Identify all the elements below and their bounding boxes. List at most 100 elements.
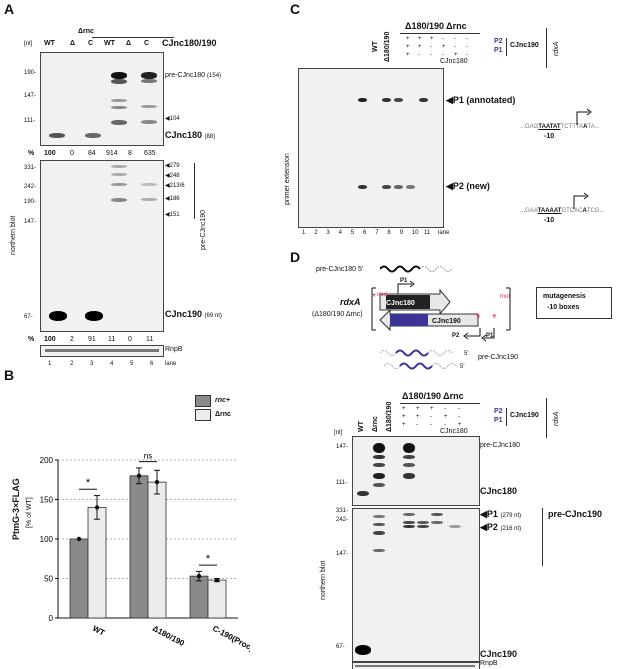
- panel-b-label: B: [4, 367, 15, 383]
- sign-cell: +: [402, 422, 406, 428]
- sign-cell: +: [454, 52, 458, 58]
- p1-annotated-label: ◀P1 (annotated): [446, 95, 516, 105]
- pre-cjnc190-schematic: pre-CJnc190: [478, 354, 519, 361]
- lane-number: 11: [424, 230, 431, 236]
- lane-number: 2: [70, 361, 74, 367]
- size-marker: 190-: [24, 199, 37, 205]
- sign-cell: -: [458, 414, 460, 420]
- lane-number: 2: [314, 230, 318, 236]
- size-marker: 242-: [24, 184, 37, 190]
- p2-header: P2: [494, 38, 503, 45]
- percent-label: %: [28, 150, 35, 157]
- lane-label: C: [88, 40, 94, 47]
- lane-number: 5: [130, 361, 134, 367]
- sign-cell: -: [466, 44, 468, 50]
- tss-arrow-icon: [576, 108, 592, 125]
- mut-label: mut: [377, 292, 388, 298]
- percent-value: 914: [106, 150, 118, 157]
- size-marker: 67-: [24, 314, 33, 320]
- cjnc180-header: CJnc180: [440, 428, 468, 435]
- percent-label: %: [28, 336, 35, 343]
- cjnc180-label: CJnc180: [480, 486, 518, 496]
- y-axis-label: northern blot: [320, 560, 327, 600]
- percent-value: 635: [144, 150, 156, 157]
- size-marker: 331-: [24, 165, 37, 171]
- minus10-label: -10: [544, 217, 555, 224]
- boxes-text: -10 boxes: [547, 304, 580, 311]
- size-marker: 147-: [336, 551, 349, 557]
- northern-blot-mid: [40, 160, 164, 332]
- cjnc190-label: CJnc190: [480, 649, 518, 659]
- lane-number: 3: [90, 361, 94, 367]
- size-marker: 147-: [24, 219, 37, 225]
- lane-rot-label: WT: [372, 41, 379, 52]
- cjnc180-label: CJnc180 (88): [165, 130, 216, 141]
- bar: [69, 538, 89, 619]
- x-tick-label: Δ180/190: [151, 624, 186, 648]
- pre-cjnc180-label: pre-CJnc180: [480, 442, 521, 449]
- p1-arrow-label: ◀P1 (279 nt): [480, 509, 522, 520]
- lane-number: 7: [375, 230, 379, 236]
- sign-row: + + + - - - + + - + - - + - - - + -: [406, 36, 486, 66]
- legend-item: rnc+: [215, 397, 230, 404]
- sign-cell: +: [406, 44, 410, 50]
- percent-value: 2: [70, 336, 74, 343]
- lane-number: 4: [338, 230, 342, 236]
- band-arrow: ◀248: [165, 173, 180, 179]
- sign-cell: -: [454, 44, 456, 50]
- lane-label: C: [144, 40, 150, 47]
- svg-text:*: *: [476, 311, 481, 325]
- cjnc190-header: CJnc190: [510, 412, 539, 419]
- rdxa-label: rdxA: [553, 411, 560, 426]
- sign-cell: +: [416, 414, 420, 420]
- sign-row: + + + - - + + - + - + - - - +: [402, 406, 482, 436]
- bar: [87, 507, 107, 619]
- size-marker: 147-: [336, 444, 349, 450]
- y-tick-label: 100: [40, 535, 54, 544]
- p2-header: P2: [494, 408, 503, 415]
- lane-number: 10: [411, 230, 419, 236]
- pre-cjnc190-label: pre-CJnc190: [548, 509, 603, 519]
- strain-label: (Δ180/190 Δrnc): [312, 311, 363, 318]
- cjnc180-header: CJnc180: [440, 58, 468, 65]
- p1-schematic: P1: [486, 333, 494, 339]
- percent-value: 0: [70, 150, 74, 157]
- size-marker: 331-: [336, 508, 349, 514]
- lane-number: 6: [363, 230, 367, 236]
- cjnc190-box-label: CJnc190: [432, 318, 461, 325]
- lane-numbers: 1 2 3 4 5 6 7 8 9 10 11 lane: [298, 230, 458, 240]
- lane-rot-label: Δrnc: [372, 416, 379, 432]
- lane-label: Δ: [126, 40, 132, 47]
- sequence-p1: ...GAGTAATATTCTTTAATA...: [520, 124, 600, 130]
- bar: [207, 579, 227, 619]
- rnpb-blot: [40, 345, 164, 357]
- percent-value: 11: [108, 336, 116, 343]
- sign-cell: +: [430, 406, 434, 412]
- lane-number: 3: [326, 230, 330, 236]
- p1-header: P1: [494, 417, 503, 424]
- p2-new-label: ◀P2 (new): [446, 181, 490, 191]
- gene-schematic: * * *: [371, 280, 511, 342]
- sign-cell: -: [458, 406, 460, 412]
- y-axis-label: northern blot: [10, 215, 17, 255]
- bar: [189, 575, 209, 619]
- sign-cell: +: [430, 36, 434, 42]
- northern-blot-top: [40, 52, 164, 146]
- lane-rot-label: Δ180/190: [386, 401, 393, 432]
- pre-cjnc180-label: pre-CJnc180 (154): [165, 72, 222, 79]
- svg-text:*: *: [492, 311, 497, 325]
- rdxa-label: rdxA: [553, 41, 560, 56]
- minus10-label: -10: [544, 133, 555, 140]
- sign-cell: -: [444, 406, 446, 412]
- y-axis-label: primer extension: [284, 153, 291, 205]
- bar-chart: 0 50 100 150 200 * WT ns Δ180/190 * C-190(Proc): [40, 452, 250, 653]
- size-marker: 111-: [336, 480, 348, 486]
- sign-cell: +: [406, 52, 410, 58]
- rdxa-label: rdxA: [340, 297, 361, 307]
- percent-value: 84: [88, 150, 96, 157]
- rnpb-blot-d: [352, 662, 480, 669]
- lane-number: 9: [399, 230, 403, 236]
- band-arrow: ◀151: [165, 212, 180, 218]
- lane-number: 6: [150, 361, 154, 367]
